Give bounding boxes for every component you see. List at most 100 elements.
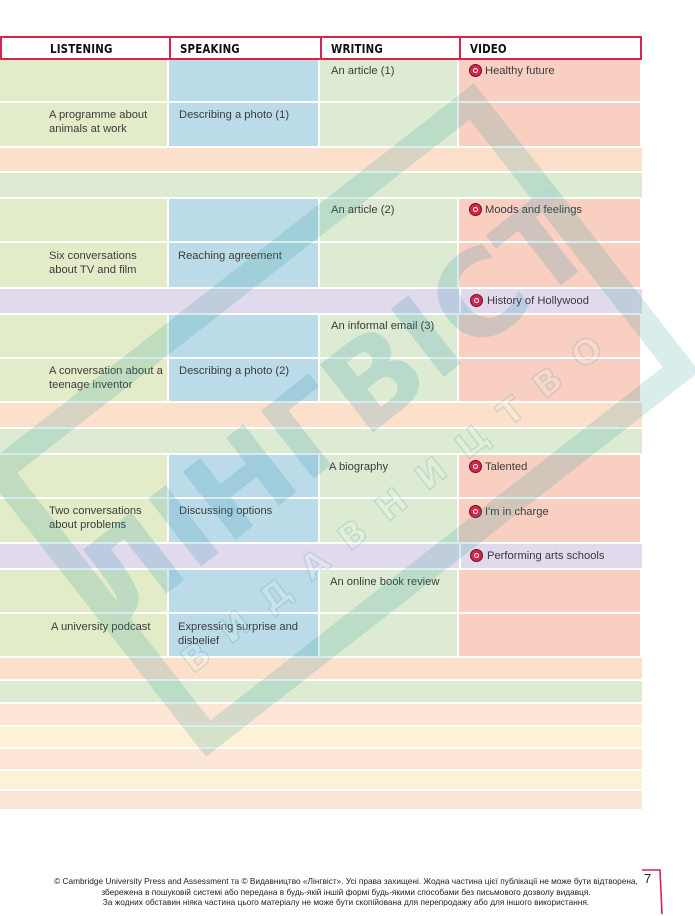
listening-text: A university podcast bbox=[51, 621, 151, 633]
speaking-text: Reaching agreement bbox=[178, 250, 282, 262]
header-speaking: SPEAKING bbox=[180, 41, 240, 56]
listening-text: A conversation about a teenage inventor bbox=[49, 365, 163, 391]
table-header: LISTENING SPEAKING WRITING VIDEO bbox=[0, 36, 642, 60]
section-band: History of Hollywood bbox=[0, 289, 642, 315]
section-band bbox=[0, 148, 642, 173]
section-band bbox=[0, 429, 642, 455]
speaking-cell bbox=[169, 455, 320, 499]
header-writing: WRITING bbox=[331, 41, 383, 56]
table-row: An article (1) Healthy future bbox=[0, 60, 642, 103]
writing-cell: An article (2) bbox=[320, 199, 459, 243]
writing-cell bbox=[320, 499, 459, 544]
header-divider bbox=[169, 38, 171, 58]
writing-cell: An article (1) bbox=[320, 60, 459, 103]
speaking-cell bbox=[169, 60, 320, 103]
listening-text: Two conversations about problems bbox=[49, 505, 142, 531]
listening-cell: Two conversations about problems bbox=[0, 499, 169, 544]
speaking-text: Discussing options bbox=[179, 505, 273, 517]
listening-cell: A university podcast bbox=[0, 614, 169, 658]
copyright-line: збережена в пошуковій системі або переда… bbox=[101, 886, 591, 897]
table-row: An article (2) Moods and feelings bbox=[0, 199, 642, 243]
table-row: An informal email (3) bbox=[0, 315, 642, 359]
speaking-cell: Reaching agreement bbox=[169, 243, 320, 289]
speaking-cell: Discussing options bbox=[169, 499, 320, 544]
listening-cell bbox=[0, 199, 169, 243]
video-cell bbox=[459, 103, 642, 148]
video-cell: Performing arts schools bbox=[459, 544, 642, 568]
writing-text: An article (1) bbox=[331, 65, 395, 77]
video-text: Talented bbox=[485, 461, 528, 473]
video-text: History of Hollywood bbox=[487, 295, 589, 307]
writing-text: An informal email (3) bbox=[331, 320, 435, 332]
listening-cell bbox=[0, 60, 169, 103]
table-row: A conversation about a teenage inventor … bbox=[0, 359, 642, 403]
video-cell: Talented bbox=[459, 455, 642, 499]
writing-cell bbox=[320, 614, 459, 658]
speaking-text: Expressing surprise and disbelief bbox=[178, 621, 299, 647]
section-band bbox=[0, 704, 642, 727]
section-band bbox=[0, 727, 642, 749]
video-text: I'm in charge bbox=[485, 506, 549, 518]
copyright-footer: © Cambridge University Press and Assessm… bbox=[30, 876, 662, 908]
page-number: 7 bbox=[644, 871, 652, 886]
writing-text: An article (2) bbox=[331, 204, 395, 216]
speaking-cell: Describing a photo (1) bbox=[169, 103, 320, 148]
writing-cell bbox=[320, 359, 459, 403]
video-cell bbox=[459, 243, 642, 289]
video-text: Moods and feelings bbox=[485, 204, 583, 216]
video-cell: History of Hollywood bbox=[459, 289, 642, 313]
section-band bbox=[0, 658, 642, 681]
listening-cell: Six conversations about TV and film bbox=[0, 243, 169, 289]
speaking-text: Describing a photo (2) bbox=[179, 365, 290, 377]
table-row: Two conversations about problems Discuss… bbox=[0, 499, 642, 544]
video-play-icon bbox=[469, 505, 482, 518]
video-text: Performing arts schools bbox=[487, 550, 605, 562]
listening-cell: A conversation about a teenage inventor bbox=[0, 359, 169, 403]
speaking-cell bbox=[169, 570, 320, 614]
video-cell: Moods and feelings bbox=[459, 199, 642, 243]
page-corner-mark bbox=[642, 869, 663, 915]
listening-text: Six conversations about TV and film bbox=[49, 250, 137, 276]
header-divider bbox=[320, 38, 322, 58]
table-row: A biography Talented bbox=[0, 455, 642, 499]
listening-cell bbox=[0, 455, 169, 499]
copyright-line: За жодних обставин ніяка частина цього м… bbox=[102, 897, 590, 908]
section-band bbox=[0, 749, 642, 771]
video-cell bbox=[459, 315, 642, 359]
writing-text: An online book review bbox=[330, 576, 440, 588]
table-row: A university podcast Expressing surprise… bbox=[0, 614, 642, 658]
video-cell bbox=[459, 359, 642, 403]
listening-cell bbox=[0, 570, 169, 614]
section-band bbox=[0, 681, 642, 704]
speaking-cell: Describing a photo (2) bbox=[169, 359, 320, 403]
writing-cell bbox=[320, 103, 459, 148]
section-band bbox=[0, 791, 642, 811]
speaking-cell bbox=[169, 315, 320, 359]
video-cell bbox=[459, 614, 642, 658]
speaking-text: Describing a photo (1) bbox=[179, 109, 290, 121]
section-band bbox=[0, 771, 642, 791]
video-play-icon bbox=[469, 460, 482, 473]
video-play-icon bbox=[469, 203, 482, 216]
header-video: VIDEO bbox=[470, 41, 507, 56]
header-listening: LISTENING bbox=[50, 41, 113, 56]
copyright-line: © Cambridge University Press and Assessm… bbox=[54, 876, 638, 886]
listening-cell bbox=[0, 315, 169, 359]
header-divider bbox=[459, 38, 461, 58]
table-row: An online book review bbox=[0, 570, 642, 614]
video-play-icon bbox=[470, 549, 483, 562]
speaking-cell bbox=[169, 199, 320, 243]
section-band bbox=[0, 173, 642, 199]
writing-cell: An online book review bbox=[320, 570, 459, 614]
video-text: Healthy future bbox=[485, 65, 555, 77]
video-cell: Healthy future bbox=[459, 60, 642, 103]
section-band bbox=[0, 403, 642, 429]
video-play-icon bbox=[469, 64, 482, 77]
writing-cell bbox=[320, 243, 459, 289]
writing-text: A biography bbox=[329, 461, 389, 473]
table-row: A programme about animals at work Descri… bbox=[0, 103, 642, 148]
listening-cell: A programme about animals at work bbox=[0, 103, 169, 148]
video-play-icon bbox=[470, 294, 483, 307]
video-cell bbox=[459, 570, 642, 614]
